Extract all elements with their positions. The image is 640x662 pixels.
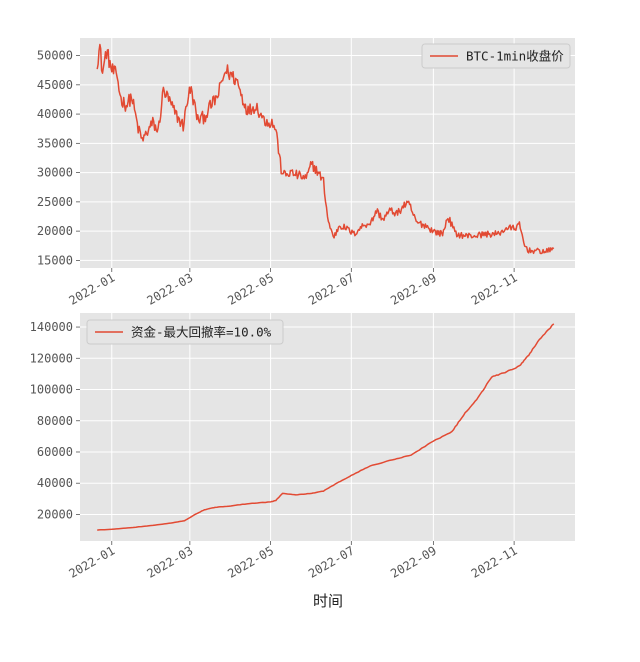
y-tick-label: 140000 <box>30 320 73 334</box>
x-tick-label: 2022-05 <box>225 543 276 580</box>
y-tick-label: 40000 <box>37 107 73 121</box>
x-tick-label: 2022-01 <box>66 270 117 307</box>
x-tick-label: 2022-11 <box>469 543 520 580</box>
price-chart-panel: 15000 20000 25000 30000 35000 40000 45000 50000… <box>37 38 575 308</box>
y-tick-label: 35000 <box>37 136 73 150</box>
y-tick-label: 40000 <box>37 476 73 490</box>
x-axis-label: 时间 <box>313 592 343 610</box>
y-tick-label: 100000 <box>30 383 73 397</box>
y-tick-label: 60000 <box>37 445 73 459</box>
x-tick-label: 2022-01 <box>66 543 117 580</box>
legend-label: 资金-最大回撤率=10.0% <box>131 325 272 340</box>
x-tick-label: 2022-07 <box>306 543 357 580</box>
y-tick-label: 25000 <box>37 195 73 209</box>
x-tick-label: 2022-11 <box>469 270 520 307</box>
x-tick-label: 2022-09 <box>388 270 439 307</box>
y-tick-label: 45000 <box>37 78 73 92</box>
x-tick-label: 2022-03 <box>145 543 196 580</box>
x-tick-label: 2022-05 <box>225 270 276 307</box>
y-tick-label: 120000 <box>30 351 73 365</box>
x-tick-label: 2022-03 <box>145 270 196 307</box>
legend-label: BTC-1min收盘价 <box>466 49 564 64</box>
y-tick-label: 50000 <box>37 49 73 63</box>
series-line <box>97 323 555 531</box>
plot-background <box>80 313 575 541</box>
y-tick-label: 20000 <box>37 507 73 521</box>
y-tick-label: 30000 <box>37 166 73 180</box>
legend-box <box>86 319 284 345</box>
y-tick-label: 15000 <box>37 253 73 267</box>
plot-background <box>80 38 575 268</box>
y-tick-label: 20000 <box>37 224 73 238</box>
y-tick-label: 80000 <box>37 414 73 428</box>
x-tick-label: 2022-07 <box>306 270 357 307</box>
legend-box <box>421 43 571 69</box>
equity-chart-panel: 20000 40000 60000 80000 100000 120000 140000 20… <box>30 313 575 581</box>
series-line <box>96 43 555 255</box>
x-tick-label: 2022-09 <box>388 543 439 580</box>
